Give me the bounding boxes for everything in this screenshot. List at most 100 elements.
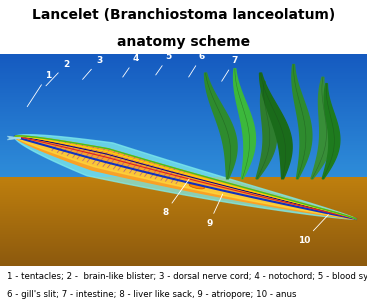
- Polygon shape: [292, 64, 312, 179]
- Bar: [0, 178, 367, 179]
- Bar: [0, 114, 367, 115]
- Bar: [0, 113, 367, 114]
- Bar: [0, 265, 367, 266]
- Bar: [0, 193, 367, 194]
- Bar: [0, 174, 367, 175]
- Bar: [0, 154, 367, 155]
- Text: 2: 2: [46, 60, 69, 86]
- Bar: [0, 70, 367, 71]
- Bar: [0, 244, 367, 245]
- Bar: [0, 219, 367, 220]
- Bar: [0, 102, 367, 103]
- Bar: [0, 259, 367, 260]
- Bar: [0, 165, 367, 166]
- Bar: [0, 152, 367, 153]
- Bar: [0, 167, 367, 169]
- Bar: [0, 98, 367, 99]
- Bar: [0, 180, 367, 181]
- Text: 1 - tentacles; 2 -  brain-like blister; 3 - dorsal nerve cord; 4 - notochord; 5 : 1 - tentacles; 2 - brain-like blister; 3…: [7, 272, 367, 281]
- Bar: [0, 134, 367, 135]
- Bar: [0, 225, 367, 226]
- Bar: [0, 198, 367, 199]
- Bar: [0, 85, 367, 86]
- Bar: [0, 76, 367, 77]
- Bar: [0, 183, 367, 184]
- Bar: [0, 127, 367, 128]
- Bar: [0, 226, 367, 227]
- Bar: [0, 210, 367, 211]
- Bar: [0, 133, 367, 134]
- Bar: [0, 105, 367, 106]
- Bar: [0, 71, 367, 72]
- Bar: [0, 251, 367, 252]
- Bar: [0, 249, 367, 250]
- Bar: [0, 87, 367, 88]
- Bar: [0, 258, 367, 259]
- Bar: [0, 264, 367, 265]
- Bar: [0, 172, 367, 174]
- Bar: [0, 74, 367, 76]
- Bar: [0, 63, 367, 64]
- Bar: [0, 138, 367, 139]
- Bar: [0, 101, 367, 102]
- Bar: [0, 130, 367, 131]
- Bar: [0, 95, 367, 96]
- Bar: [0, 262, 367, 263]
- Bar: [0, 67, 367, 68]
- Bar: [0, 158, 367, 159]
- Bar: [0, 115, 367, 116]
- Bar: [0, 236, 367, 237]
- Bar: [0, 206, 367, 207]
- Text: 6: 6: [189, 52, 205, 77]
- Bar: [0, 153, 367, 154]
- Bar: [0, 164, 367, 165]
- Bar: [0, 100, 367, 101]
- Bar: [0, 84, 367, 85]
- Bar: [0, 187, 367, 188]
- Bar: [0, 185, 367, 186]
- Bar: [0, 156, 367, 157]
- Bar: [0, 131, 367, 132]
- Text: anatomy scheme: anatomy scheme: [117, 35, 250, 49]
- Bar: [0, 232, 367, 233]
- Text: 8: 8: [162, 179, 189, 217]
- Bar: [0, 197, 367, 198]
- Bar: [0, 59, 367, 60]
- Bar: [0, 143, 367, 144]
- Bar: [0, 81, 367, 82]
- Bar: [0, 122, 367, 124]
- Bar: [0, 111, 367, 112]
- Bar: [0, 65, 367, 66]
- Text: 1: 1: [27, 71, 51, 107]
- Bar: [0, 238, 367, 239]
- Bar: [0, 60, 367, 61]
- Bar: [0, 209, 367, 210]
- Bar: [0, 237, 367, 238]
- Bar: [0, 146, 367, 147]
- Bar: [0, 261, 367, 262]
- Bar: [0, 182, 367, 183]
- Text: 10: 10: [298, 215, 328, 244]
- Text: 5: 5: [156, 52, 172, 75]
- Bar: [0, 200, 367, 201]
- Bar: [0, 150, 367, 151]
- Bar: [0, 241, 367, 242]
- Bar: [0, 179, 367, 180]
- Bar: [0, 142, 367, 143]
- Bar: [0, 144, 367, 145]
- Bar: [0, 229, 367, 230]
- Bar: [0, 103, 367, 104]
- Bar: [0, 117, 367, 119]
- Bar: [0, 160, 367, 161]
- Bar: [0, 252, 367, 253]
- Polygon shape: [233, 69, 255, 179]
- Bar: [0, 227, 367, 228]
- Bar: [0, 191, 367, 192]
- Polygon shape: [322, 84, 340, 179]
- Bar: [0, 230, 367, 231]
- Bar: [0, 169, 367, 170]
- Bar: [0, 257, 367, 258]
- Bar: [0, 243, 367, 244]
- Bar: [0, 217, 367, 218]
- Bar: [0, 234, 367, 235]
